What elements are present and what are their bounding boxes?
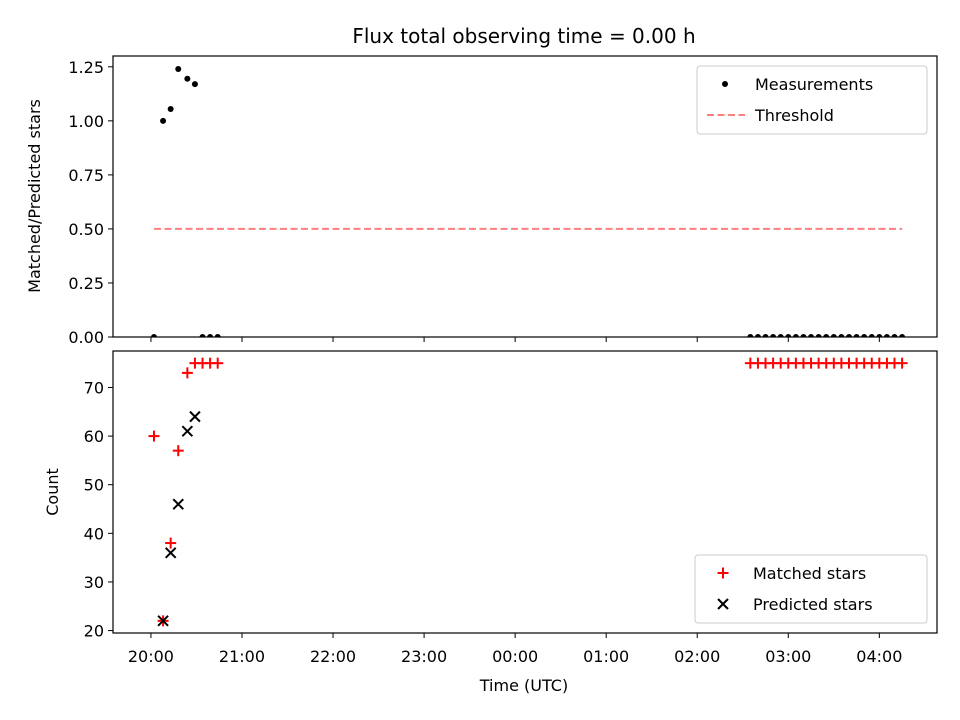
y-tick-label: 20 <box>84 622 104 641</box>
measurement-point <box>762 334 769 337</box>
x-tick-label: 03:00 <box>765 647 811 666</box>
matched-star-point <box>172 445 184 457</box>
y-tick-label: 1.25 <box>68 58 104 77</box>
measurement-point <box>876 334 883 337</box>
predicted-star-point <box>181 425 194 437</box>
measurement-point <box>777 334 784 337</box>
predicted-star-point <box>172 498 184 510</box>
measurement-point <box>891 334 898 337</box>
x-tick-label: 20:00 <box>128 647 174 666</box>
y-tick-label: 60 <box>84 427 104 446</box>
predicted-star-point <box>164 547 177 559</box>
measurement-point <box>830 334 837 337</box>
measurement-point <box>199 334 206 337</box>
measurement-point <box>214 334 221 337</box>
bottom-y-axis-label: Count <box>43 468 62 516</box>
legend-entry-label: Measurements <box>755 75 873 94</box>
x-b <box>164 547 177 559</box>
y-tick-label: 0.00 <box>68 328 104 347</box>
measurement-point <box>150 334 157 337</box>
y-tick-label: 40 <box>84 524 104 543</box>
legend-x-swatch <box>717 598 729 610</box>
x-b <box>172 498 184 510</box>
y-tick-label: 70 <box>84 378 104 397</box>
x-tick-label: 02:00 <box>674 647 720 666</box>
measurement-point <box>815 334 822 337</box>
legend-entry-label: Matched stars <box>753 564 866 583</box>
measurement-point <box>160 117 167 124</box>
x-tick-label: 00:00 <box>492 647 538 666</box>
matched-star-point <box>212 357 224 369</box>
measurement-point <box>191 81 198 88</box>
x-b <box>157 615 169 627</box>
measurement-point <box>853 334 860 337</box>
measurement-point <box>800 334 807 337</box>
measurement-point <box>175 65 182 72</box>
plot-area-0 <box>150 65 906 337</box>
measurement-point <box>184 75 191 82</box>
y-tick-label: 0.75 <box>68 166 104 185</box>
x-axis-label: Time (UTC) <box>479 676 568 695</box>
x-tick-label: 01:00 <box>583 647 629 666</box>
axes-frame-0 <box>112 55 938 338</box>
x-tick-label: 23:00 <box>401 647 447 666</box>
y-tick-label: 0.25 <box>68 274 104 293</box>
x-tick-label: 22:00 <box>310 647 356 666</box>
measurement-point <box>747 334 754 337</box>
measurement-point <box>754 334 761 337</box>
x-b <box>189 410 201 423</box>
legend-box <box>696 65 928 135</box>
plot-layer: 0.00 0.25 0.50 0.75 1.00 1.25 Measurements Thre… <box>68 55 938 666</box>
matched-star-point <box>181 367 193 379</box>
y-tick-label: 0.50 <box>68 220 104 239</box>
axes-frame-1 <box>112 350 938 634</box>
matched-star-point <box>165 537 177 549</box>
plot-area-1 <box>148 357 908 627</box>
legend-1: Matched stars Predicted stars <box>694 554 928 624</box>
legend-box <box>694 554 928 624</box>
y-tick-label: 50 <box>84 476 104 495</box>
x-b <box>181 425 194 437</box>
measurement-point <box>899 334 906 337</box>
measurement-point <box>167 105 174 112</box>
measurement-point <box>770 334 777 337</box>
measurement-point <box>838 334 845 337</box>
predicted-star-point <box>157 615 169 627</box>
chart-title: Flux total observing time = 0.00 h <box>352 24 695 48</box>
x-tick-label: 04:00 <box>856 647 902 666</box>
legend-entry-label: Predicted stars <box>753 595 873 614</box>
measurement-point <box>883 334 890 337</box>
top-y-axis-label: Matched/Predicted stars <box>25 99 44 293</box>
predicted-star-point <box>189 410 201 423</box>
measurement-point <box>785 334 792 337</box>
y-tick-label: 1.00 <box>68 112 104 131</box>
matched-star-point <box>148 430 160 442</box>
measurement-point <box>792 334 799 337</box>
legend-entry-label: Threshold <box>754 106 834 125</box>
legend-0: Measurements Threshold <box>696 65 928 135</box>
measurement-point <box>823 334 830 337</box>
matched-star-point <box>896 357 908 369</box>
y-tick-label: 30 <box>84 573 104 592</box>
measurement-point <box>845 334 852 337</box>
measurement-point <box>207 334 214 337</box>
measurement-point <box>808 334 815 337</box>
legend-measurement-swatch <box>722 81 728 87</box>
measurement-point <box>868 334 875 337</box>
measurement-point <box>861 334 868 337</box>
x-tick-label: 21:00 <box>219 647 265 666</box>
